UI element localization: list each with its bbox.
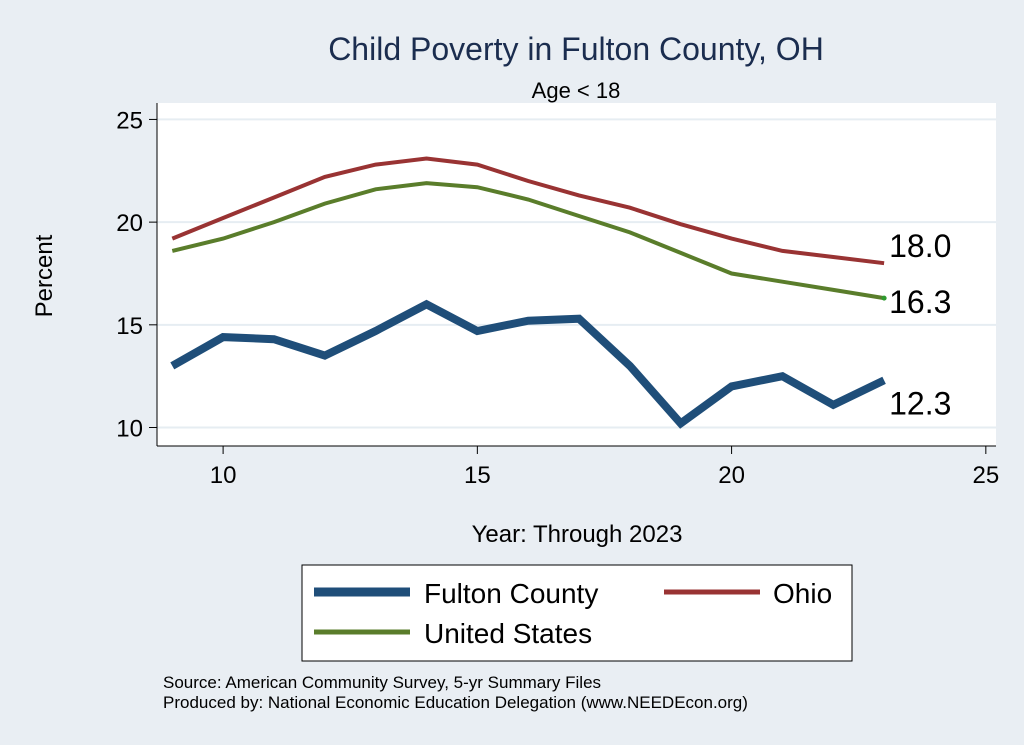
y-tick-label: 25 [116, 107, 143, 134]
y-tick-label: 15 [116, 313, 143, 340]
axes [156, 103, 996, 447]
end-label-ohio: 18.0 [889, 228, 951, 264]
chart-title: Child Poverty in Fulton County, OH [328, 31, 824, 67]
y-tick-label: 10 [116, 416, 143, 443]
x-tick-label: 15 [464, 462, 491, 489]
legend: Fulton County Ohio United States [301, 564, 853, 662]
end-label-united-states: 16.3 [889, 284, 951, 320]
grid-lines [157, 118, 996, 429]
legend-label-ohio: Ohio [773, 578, 832, 609]
x-tick-label: 20 [718, 462, 745, 489]
x-tick-label: 10 [210, 462, 237, 489]
x-axis-label: Year: Through 2023 [472, 521, 683, 548]
legend-box [301, 564, 853, 662]
producer-note: Produced by: National Economic Education… [163, 693, 748, 712]
plot-area [157, 103, 996, 446]
chart-subtitle: Age < 18 [532, 78, 621, 103]
legend-label-us: United States [424, 618, 592, 649]
series-line-united-states [171, 181, 885, 301]
end-label-fulton-county: 12.3 [889, 385, 951, 421]
series-line-ohio [171, 156, 885, 266]
source-note: Source: American Community Survey, 5-yr … [163, 673, 601, 692]
series-line-fulton-county [170, 299, 886, 429]
x-tick-label: 25 [972, 462, 999, 489]
x-ticks: 10 15 20 25 [210, 446, 999, 489]
y-axis-label: Percent [31, 234, 58, 317]
y-tick-label: 20 [116, 210, 143, 237]
end-marker-united-states [881, 295, 887, 301]
end-labels: 12.3 18.0 16.3 [881, 228, 951, 421]
series-lines [170, 156, 886, 429]
y-ticks: 10 15 20 25 [116, 107, 157, 443]
legend-label-fulton: Fulton County [424, 578, 598, 609]
